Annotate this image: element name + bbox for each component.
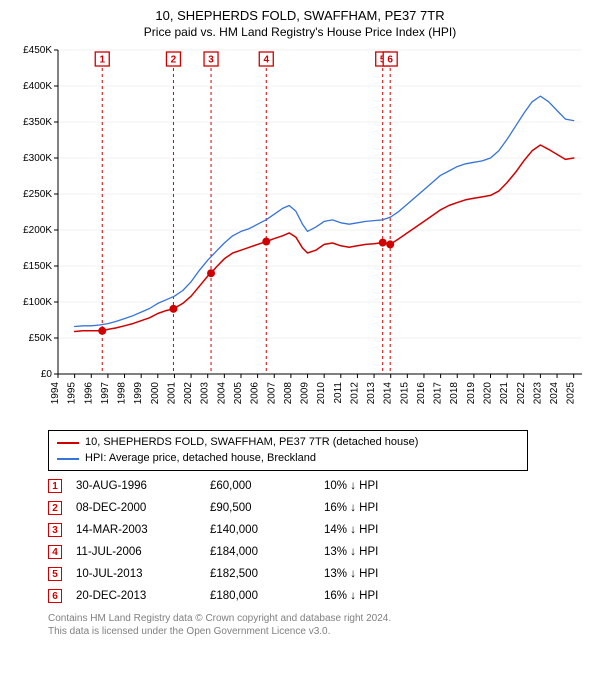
svg-text:2008: 2008 [283,382,294,405]
legend-item: HPI: Average price, detached house, Brec… [57,451,519,466]
svg-text:1996: 1996 [83,382,94,405]
svg-text:1997: 1997 [100,382,111,405]
svg-text:2004: 2004 [216,382,227,405]
svg-text:£0: £0 [41,369,53,380]
svg-text:6: 6 [387,55,393,66]
event-diff: 13% ↓ HPI [324,568,444,580]
event-marker: 5 [48,567,62,581]
event-price: £140,000 [210,524,310,536]
svg-text:2018: 2018 [449,382,460,405]
svg-text:1995: 1995 [67,382,78,405]
svg-text:£150K: £150K [23,261,52,272]
svg-text:3: 3 [208,55,214,66]
event-date: 10-JUL-2013 [76,568,196,580]
event-row: 1 30-AUG-1996 £60,000 10% ↓ HPI [48,475,590,497]
event-date: 20-DEC-2013 [76,590,196,602]
svg-text:2000: 2000 [150,382,161,405]
event-marker: 2 [48,501,62,515]
event-row: 2 08-DEC-2000 £90,500 16% ↓ HPI [48,497,590,519]
svg-text:2019: 2019 [466,382,477,405]
event-row: 6 20-DEC-2013 £180,000 16% ↓ HPI [48,585,590,607]
svg-text:£250K: £250K [23,189,52,200]
svg-text:2009: 2009 [300,382,311,405]
event-date: 11-JUL-2006 [76,546,196,558]
svg-text:2023: 2023 [532,382,543,405]
svg-text:£400K: £400K [23,81,52,92]
svg-text:2016: 2016 [416,382,427,405]
svg-text:2007: 2007 [266,382,277,405]
svg-text:2015: 2015 [399,382,410,405]
svg-text:£50K: £50K [29,333,53,344]
svg-text:2011: 2011 [333,382,344,404]
svg-text:2013: 2013 [366,382,377,405]
svg-text:2003: 2003 [200,382,211,405]
svg-text:1: 1 [99,55,105,66]
event-diff: 10% ↓ HPI [324,480,444,492]
legend-item: 10, SHEPHERDS FOLD, SWAFFHAM, PE37 7TR (… [57,435,519,450]
event-row: 5 10-JUL-2013 £182,500 13% ↓ HPI [48,563,590,585]
events-table: 1 30-AUG-1996 £60,000 10% ↓ HPI 2 08-DEC-2000… [48,475,590,607]
svg-text:1999: 1999 [133,382,144,405]
event-price: £184,000 [210,546,310,558]
svg-text:2005: 2005 [233,382,244,405]
event-marker: 1 [48,479,62,493]
event-diff: 16% ↓ HPI [324,502,444,514]
svg-text:1994: 1994 [50,382,61,405]
event-diff: 14% ↓ HPI [324,524,444,536]
svg-text:2012: 2012 [349,382,360,405]
footnote-line: Contains HM Land Registry data © Crown c… [48,613,590,626]
svg-text:2022: 2022 [516,382,527,405]
footnote-line: This data is licensed under the Open Gov… [48,626,590,639]
event-diff: 13% ↓ HPI [324,546,444,558]
event-date: 08-DEC-2000 [76,502,196,514]
svg-text:£350K: £350K [23,117,52,128]
svg-text:£200K: £200K [23,225,52,236]
price-chart: 123456£0£50K£100K£150K£200K£250K£300K£35… [10,44,590,424]
svg-text:2020: 2020 [483,382,494,405]
event-marker: 6 [48,589,62,603]
legend: 10, SHEPHERDS FOLD, SWAFFHAM, PE37 7TR (… [48,430,528,471]
legend-swatch-property [57,442,79,444]
svg-text:2021: 2021 [499,382,510,405]
svg-text:4: 4 [263,55,269,66]
svg-text:1998: 1998 [117,382,128,405]
event-date: 30-AUG-1996 [76,480,196,492]
chart-title: 10, SHEPHERDS FOLD, SWAFFHAM, PE37 7TR [10,8,590,25]
legend-label: HPI: Average price, detached house, Brec… [85,451,316,466]
event-marker: 4 [48,545,62,559]
svg-text:2014: 2014 [383,382,394,405]
svg-text:2002: 2002 [183,382,194,405]
event-date: 14-MAR-2003 [76,524,196,536]
svg-text:£300K: £300K [23,153,52,164]
svg-text:2010: 2010 [316,382,327,405]
svg-text:£450K: £450K [23,45,52,56]
event-price: £180,000 [210,590,310,602]
chart-subtitle: Price paid vs. HM Land Registry's House … [10,25,590,41]
svg-text:2001: 2001 [166,382,177,405]
event-marker: 3 [48,523,62,537]
footnote: Contains HM Land Registry data © Crown c… [48,613,590,638]
event-row: 4 11-JUL-2006 £184,000 13% ↓ HPI [48,541,590,563]
svg-text:2025: 2025 [566,382,577,405]
svg-text:£100K: £100K [23,297,52,308]
legend-swatch-hpi [57,458,79,460]
svg-text:2024: 2024 [549,382,560,405]
svg-text:2006: 2006 [250,382,261,405]
legend-label: 10, SHEPHERDS FOLD, SWAFFHAM, PE37 7TR (… [85,435,418,450]
svg-text:2: 2 [171,55,177,66]
event-price: £90,500 [210,502,310,514]
event-diff: 16% ↓ HPI [324,590,444,602]
svg-text:2017: 2017 [433,382,444,405]
event-row: 3 14-MAR-2003 £140,000 14% ↓ HPI [48,519,590,541]
event-price: £60,000 [210,480,310,492]
event-price: £182,500 [210,568,310,580]
